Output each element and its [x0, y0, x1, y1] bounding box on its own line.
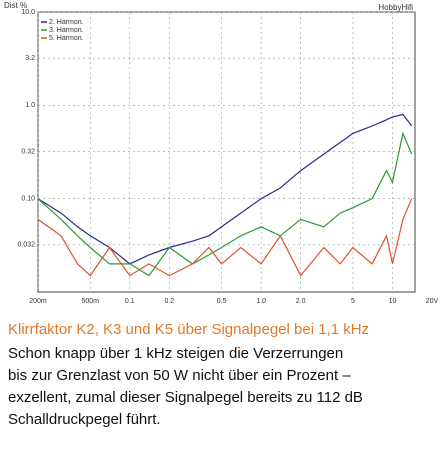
- y-tick-label: 3.2: [25, 55, 35, 62]
- caption-line: Schalldruckpegel führt.: [8, 411, 161, 428]
- series-line: [37, 131, 413, 277]
- caption-line: bis zur Grenzlast von 50 W nicht über ei…: [8, 367, 351, 384]
- brand: HobbyHifi: [378, 3, 413, 12]
- y-tick-label: 0.32: [21, 148, 35, 155]
- caption-title: Klirrfaktor K2, K3 und K5 über Signalpeg…: [8, 321, 369, 338]
- legend-box: [40, 34, 84, 42]
- legend-box: [40, 18, 84, 26]
- x-tick-label: 500m: [82, 298, 100, 305]
- caption-line: exzellent, zumal dieser Signalpegel bere…: [8, 389, 363, 406]
- x-tick-label: 200m: [29, 298, 47, 305]
- x-tick-label: 0.1: [125, 298, 135, 305]
- x-tick-label: 5: [351, 298, 355, 305]
- y-tick-label: 10.0: [21, 9, 35, 16]
- x-tick-label: 2.0: [296, 298, 306, 305]
- x-tick-label: 1.0: [256, 298, 266, 305]
- y-tick-label: 1.0: [25, 102, 35, 109]
- series-line: [37, 113, 413, 265]
- plot-frame: [37, 11, 416, 293]
- x-tick-label: 20V: [426, 298, 439, 305]
- x-tick-label: 0.5: [217, 298, 227, 305]
- caption-line: Schon knapp über 1 kHz steigen die Verze…: [8, 345, 343, 362]
- legend-label: 5. Harmon.: [49, 35, 84, 42]
- legend-box: [40, 26, 84, 34]
- y-axis-label: Dist %: [4, 1, 27, 10]
- legend-label: 2. Harmon.: [49, 19, 84, 26]
- y-tick-label: 0.10: [21, 196, 35, 203]
- y-tick-label: 0.032: [17, 242, 35, 249]
- x-tick-label: 10: [389, 298, 397, 305]
- x-tick-label: 0.2: [164, 298, 174, 305]
- series-line: [37, 198, 413, 277]
- legend-label: 3. Harmon.: [49, 27, 84, 34]
